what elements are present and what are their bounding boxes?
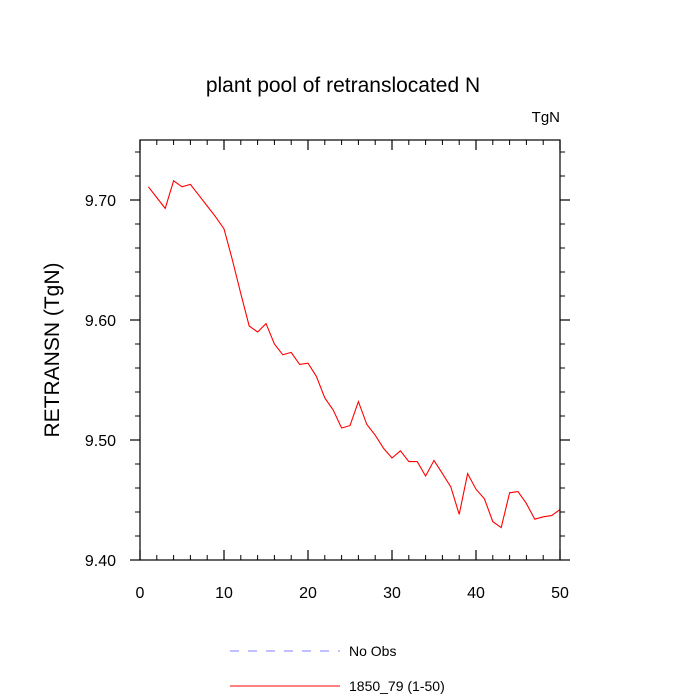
legend: No Obs 1850_79 (1-50) (230, 643, 445, 694)
axis-tick-labels: 0 10 20 30 40 50 9.40 9.50 9.60 9.70 (85, 193, 569, 602)
legend-label-0: No Obs (349, 643, 396, 659)
units-label: TgN (532, 109, 560, 126)
x-tick-label: 20 (299, 585, 317, 602)
x-tick-label: 10 (215, 585, 233, 602)
legend-label-1: 1850_79 (1-50) (349, 678, 445, 694)
chart-title: plant pool of retranslocated N (206, 74, 480, 97)
series-layer (147, 179, 561, 529)
y-tick-label: 9.60 (85, 313, 116, 330)
x-tick-label: 50 (551, 585, 569, 602)
y-axis-label: RETRANSN (TgN) (41, 262, 64, 437)
y-tick-label: 9.40 (85, 553, 116, 570)
x-tick-label: 30 (383, 585, 401, 602)
plot-frame (139, 139, 561, 561)
series-line-0 (147, 179, 561, 529)
axis-ticks (130, 140, 570, 561)
y-tick-label: 9.70 (85, 193, 116, 210)
x-tick-label: 40 (467, 585, 485, 602)
y-tick-label: 9.50 (85, 433, 116, 450)
x-tick-label: 0 (136, 585, 145, 602)
